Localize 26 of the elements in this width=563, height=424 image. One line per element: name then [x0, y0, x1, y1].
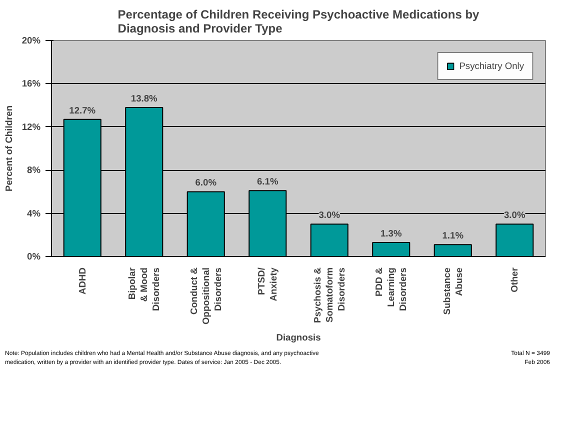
data-label: 1.3% — [380, 228, 402, 238]
chart-title: Percentage of Children Receiving Psychoactive Medications by Diagnosis and Provider Type — [118, 8, 480, 36]
x-tick-label: Bipolar & Mood Disorders — [127, 267, 162, 312]
y-tick-label: 20% — [22, 36, 42, 46]
data-label: 6.1% — [256, 176, 279, 187]
x-tick-label: Substance Abuse — [442, 267, 464, 315]
data-label: 3.0% — [504, 210, 526, 220]
data-label: 13.8% — [130, 93, 158, 104]
y-tick-label: 8% — [27, 165, 42, 176]
y-axis-title: Percent of Children — [4, 105, 14, 192]
data-label: 3.0% — [318, 210, 341, 220]
x-tick-label: Psychosis & Somatoform Disorders — [312, 267, 346, 323]
y-tick-label: 16% — [22, 78, 42, 89]
y-tick-label: 4% — [27, 208, 42, 218]
x-axis-title: Diagnosis — [276, 332, 321, 343]
y-tick-label: 12% — [22, 122, 42, 132]
data-label: 12.7% — [69, 105, 96, 116]
x-tick-label: PTSD/ Anxiety — [256, 266, 279, 302]
data-label: 6.0% — [195, 178, 218, 188]
x-tick-label: Conduct & Oppositional Disorders — [188, 267, 223, 325]
x-tick-label: PDD & Learning Disorders — [374, 267, 408, 312]
x-tick-label: ADHD — [77, 267, 88, 294]
y-tick-label: 0% — [27, 252, 42, 262]
data-label: 1.1% — [442, 230, 464, 241]
x-tick-label: Other — [510, 267, 520, 292]
legend-label: Psychiatry Only — [459, 61, 524, 71]
